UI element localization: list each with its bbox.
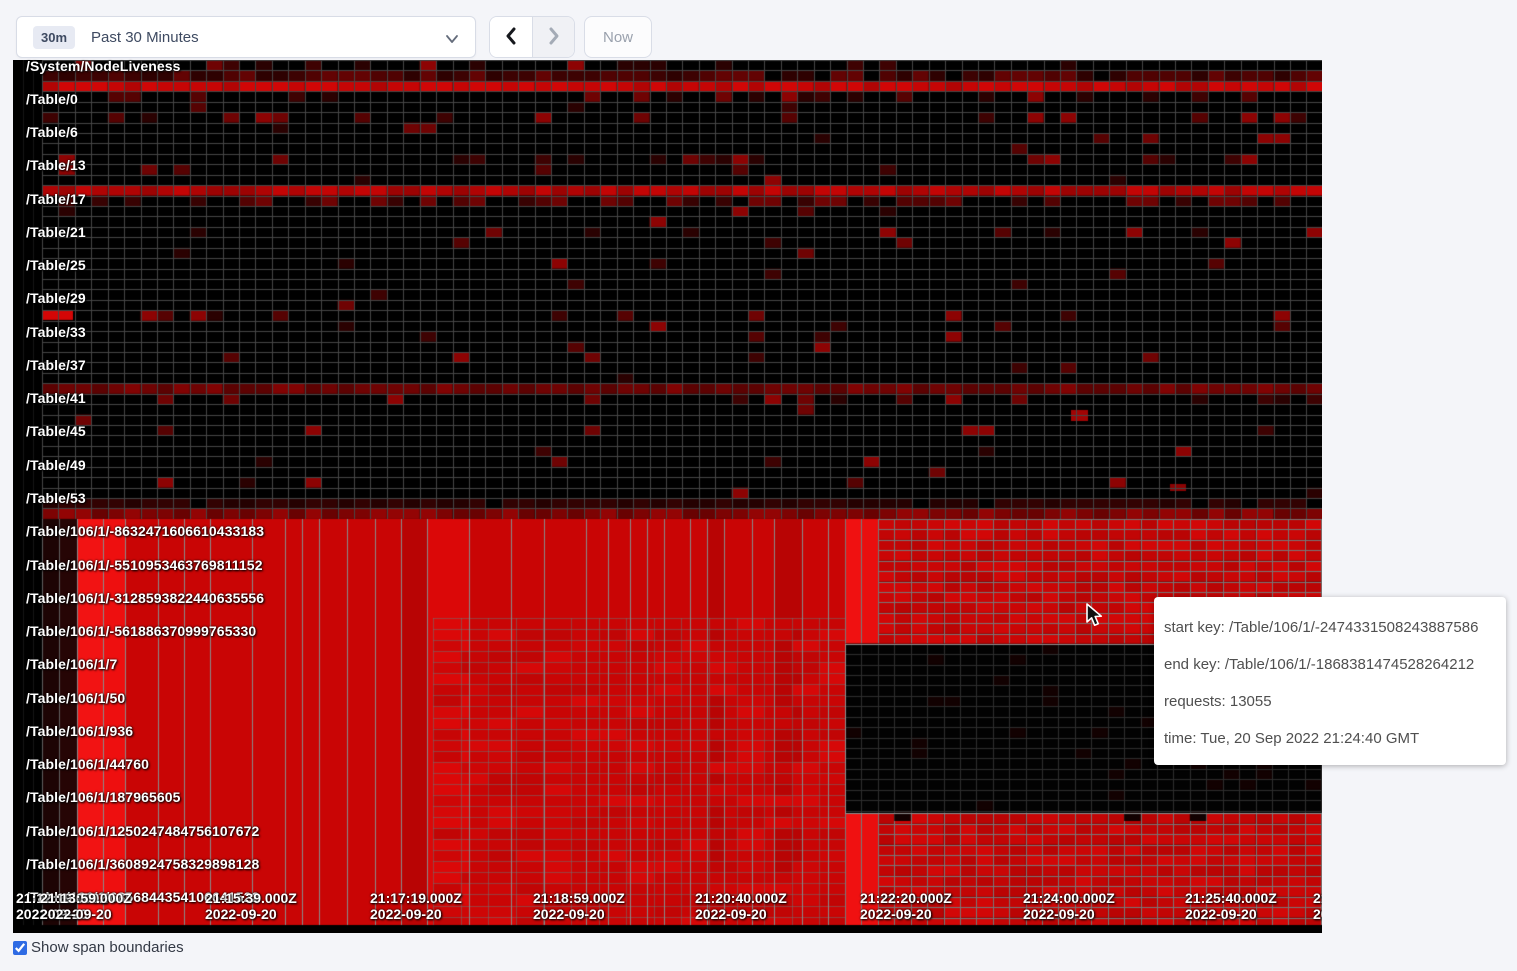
time-range-badge: 30m (33, 25, 76, 49)
show-span-boundaries-label: Show span boundaries (31, 939, 184, 956)
next-time-button[interactable] (532, 17, 574, 57)
prev-time-button[interactable] (490, 17, 532, 57)
heatmap-tooltip: start key: /Table/106/1/-247433150824388… (1154, 597, 1506, 765)
chevron-down-icon (445, 32, 459, 50)
chevron-left-icon (504, 26, 518, 49)
tooltip-requests: requests: 13055 (1164, 693, 1272, 710)
toolbar: 30m Past 30 Minutes Now (0, 0, 1517, 60)
footer: Show span boundaries (13, 939, 184, 956)
chevron-right-icon (547, 26, 561, 49)
tooltip-time: time: Tue, 20 Sep 2022 21:24:40 GMT (1164, 730, 1420, 747)
key-visualizer: /System/NodeLiveness/Table/0/Table/6/Tab… (13, 58, 1506, 933)
now-button[interactable]: Now (584, 16, 652, 58)
tooltip-start-key: start key: /Table/106/1/-247433150824388… (1164, 619, 1479, 636)
time-range-label: Past 30 Minutes (91, 28, 199, 46)
time-nav-group (489, 16, 575, 58)
show-span-boundaries-checkbox[interactable] (13, 940, 27, 955)
time-range-select[interactable]: 30m Past 30 Minutes (16, 16, 476, 58)
mouse-cursor-icon (1083, 603, 1105, 634)
tooltip-end-key: end key: /Table/106/1/-18683814745282642… (1164, 656, 1475, 673)
heatmap-canvas[interactable] (13, 60, 1322, 933)
